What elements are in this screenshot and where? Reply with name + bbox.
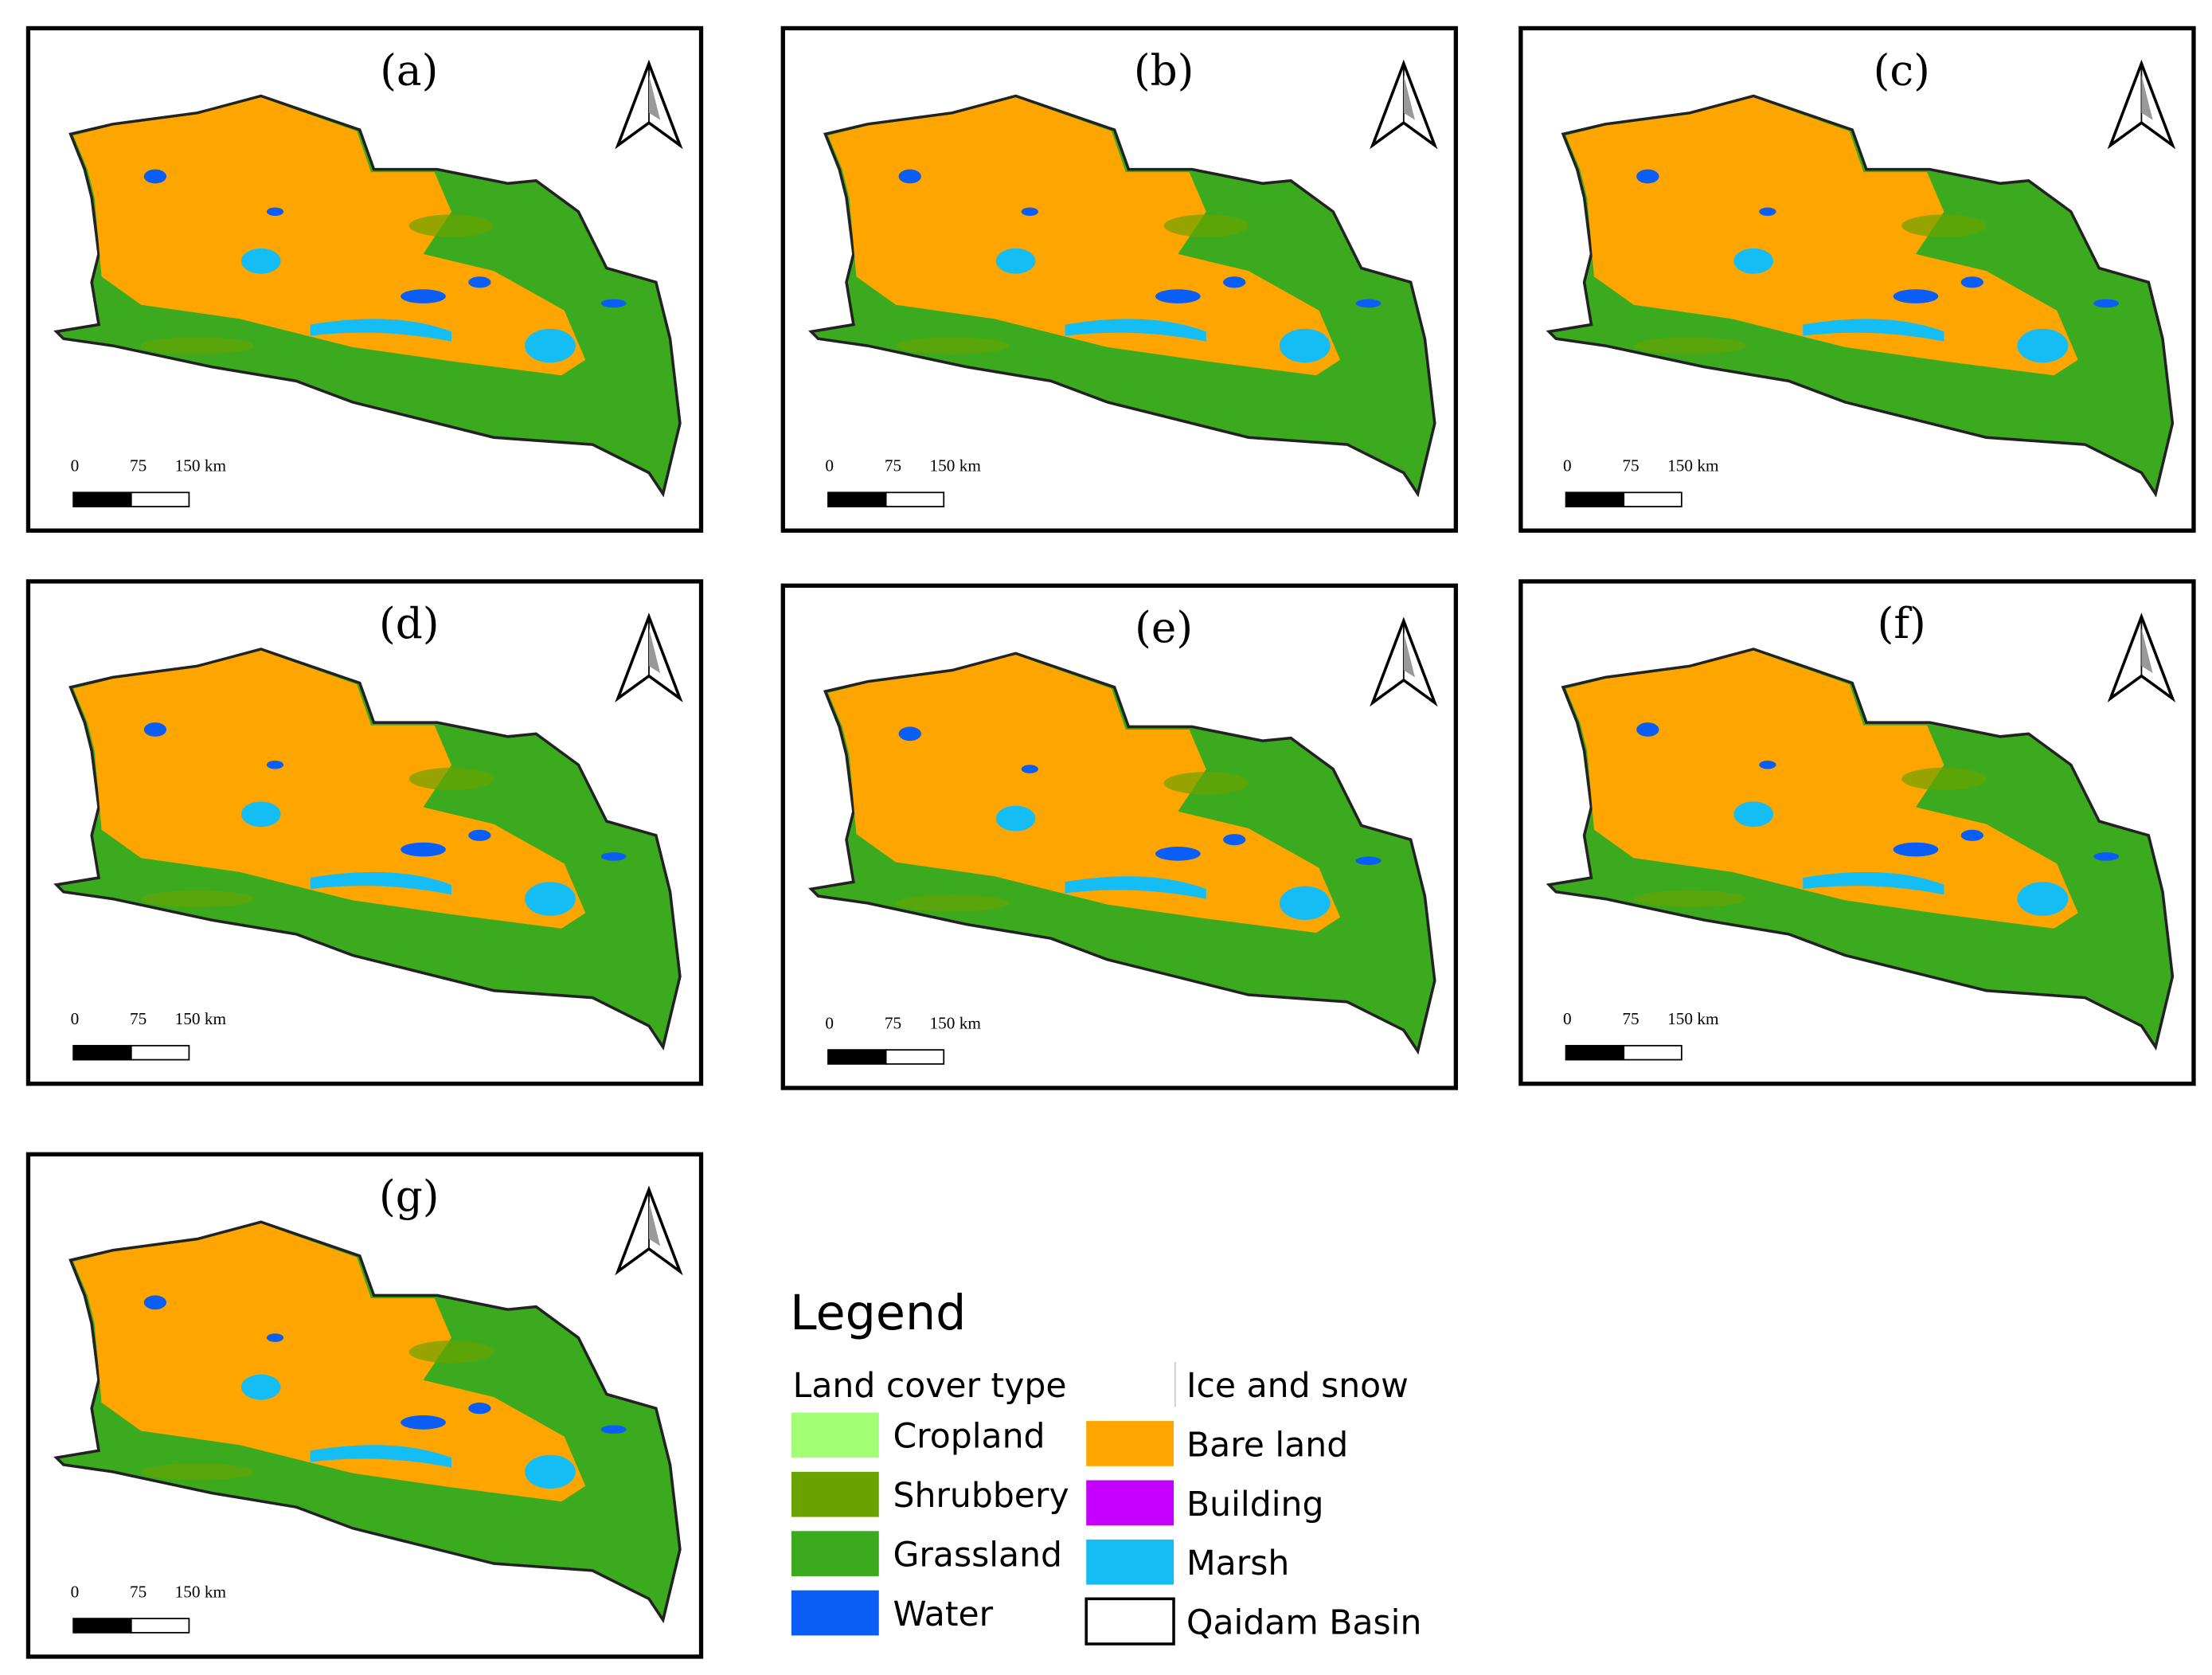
scale-label: 0 — [825, 1014, 834, 1033]
scale-label: 0 — [71, 1583, 80, 1602]
legend-label: Qaidam Basin — [1186, 1604, 1421, 1643]
scale-label: 0 — [1563, 1009, 1572, 1028]
scale-label: 75 — [1622, 1009, 1639, 1028]
scale-label: 0 — [71, 1009, 80, 1028]
map-panel: (a) 0 75 150 km — [25, 25, 704, 533]
scale-label: 0 — [1563, 456, 1572, 475]
map-panel: (c) 0 75 150 km — [1518, 25, 2196, 533]
scale-bar-white — [130, 491, 190, 507]
scale-bar-black — [72, 491, 132, 507]
panel-label: (b) — [1134, 45, 1194, 95]
panel-label: (d) — [379, 599, 439, 648]
map-panel: (e) 0 75 150 km — [780, 583, 1459, 1090]
legend-label: Cropland — [893, 1418, 1045, 1457]
scale-label: 75 — [885, 1014, 901, 1033]
panel-label: (g) — [379, 1172, 439, 1221]
legend-swatch — [791, 1471, 879, 1517]
legend-label: Water — [893, 1595, 993, 1634]
legend-swatch — [791, 1531, 879, 1576]
legend-label: Bare land — [1186, 1426, 1348, 1465]
legend-label: Grassland — [893, 1536, 1062, 1575]
scale-label: 150 km — [930, 1014, 982, 1033]
map-panel: (b) 0 75 150 km — [780, 25, 1459, 533]
scale-bar-black — [827, 491, 887, 507]
scale-bar-white — [885, 491, 945, 507]
scale-label: 75 — [1622, 456, 1639, 475]
scale-label: 150 km — [930, 456, 982, 475]
scale-label: 150 km — [175, 456, 227, 475]
scale-label: 75 — [885, 456, 901, 475]
map-panel: (d) 0 75 150 km — [25, 579, 704, 1086]
map-panel: (f) 0 75 150 km — [1518, 579, 2196, 1086]
scale-bar-black — [1565, 491, 1625, 507]
scale-label: 0 — [71, 456, 80, 475]
legend-label: Marsh — [1186, 1544, 1289, 1583]
scale-bar-white — [1623, 491, 1682, 507]
scale-bar-white — [130, 1618, 190, 1634]
scale-label: 150 km — [1667, 1009, 1719, 1028]
legend-label: Shrubbery — [893, 1477, 1069, 1516]
scale-label: 150 km — [1667, 456, 1719, 475]
scale-label: 75 — [130, 1583, 147, 1602]
scale-label: 150 km — [175, 1583, 227, 1602]
scale-bar-black — [72, 1044, 132, 1061]
legend-swatch — [1086, 1480, 1174, 1526]
panel-label: (a) — [380, 45, 438, 95]
legend-swatch — [791, 1590, 879, 1636]
scale-bar-white — [130, 1044, 190, 1061]
scale-bar-black — [72, 1618, 132, 1634]
legend-title: Legend — [790, 1286, 966, 1341]
scale-bar-white — [1623, 1044, 1682, 1061]
scale-label: 75 — [130, 456, 147, 475]
map-panel: (g) 0 75 150 km — [25, 1152, 704, 1659]
scale-label: 0 — [825, 456, 834, 475]
panel-label: (c) — [1874, 45, 1930, 95]
legend-label: Building — [1186, 1485, 1323, 1524]
scale-label: 150 km — [175, 1009, 227, 1028]
legend-swatch — [1086, 1421, 1174, 1466]
legend-swatch — [1085, 1597, 1175, 1646]
legend-swatch — [791, 1412, 879, 1458]
legend-label: Ice and snow — [1186, 1367, 1409, 1406]
panel-label: (f) — [1878, 599, 1926, 648]
scale-bar-black — [1565, 1044, 1625, 1061]
scale-bar-white — [885, 1049, 945, 1065]
legend-subtitle: Land cover type — [793, 1367, 1067, 1406]
scale-label: 75 — [130, 1009, 147, 1028]
scale-bar-black — [827, 1049, 887, 1065]
panel-label: (e) — [1135, 603, 1193, 652]
legend-swatch — [1086, 1539, 1174, 1585]
